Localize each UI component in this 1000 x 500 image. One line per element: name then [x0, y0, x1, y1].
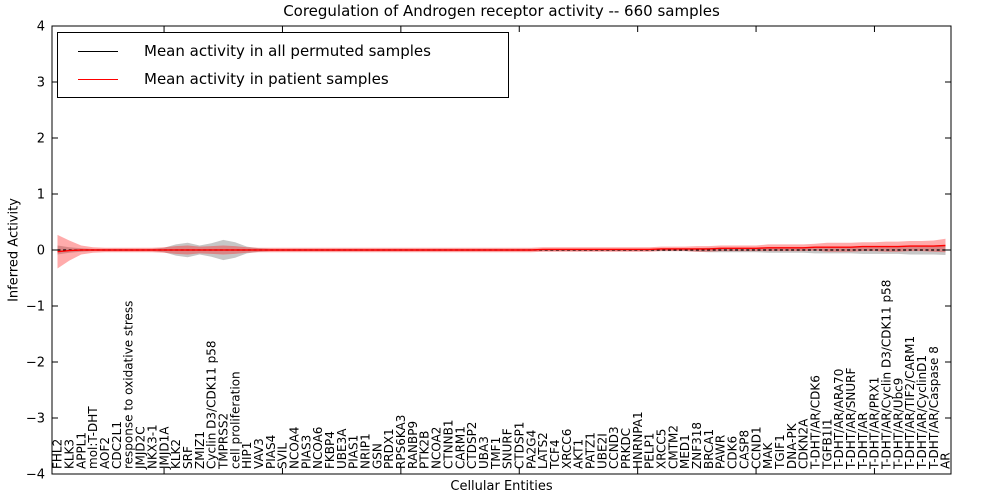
x-category-label: TGFB1I1: [820, 418, 834, 470]
x-category-label: PA2G4: [524, 430, 538, 469]
x-category-label: TGIF1: [773, 434, 787, 470]
y-tick-label: 3: [37, 76, 45, 91]
x-category-label: CARM1: [453, 426, 467, 469]
x-category-label: MED1: [678, 434, 692, 469]
y-tick-label: −1: [26, 300, 45, 315]
y-tick-label: −3: [26, 412, 45, 427]
x-category-label: LATS2: [536, 432, 550, 469]
x-category-label: T-DHT/AR/PRX1: [868, 377, 882, 470]
x-category-label: KLK3: [63, 439, 77, 469]
x-category-label: CTDSP2: [465, 422, 479, 469]
x-category-label: T-DHT/AR/Ubc9: [891, 378, 905, 470]
x-category-label: TMPRSS2: [217, 413, 231, 470]
legend-label-patient: Mean activity in patient samples: [144, 69, 389, 88]
legend-line-black-icon: [78, 50, 118, 52]
x-category-label: VAV3: [252, 438, 266, 469]
y-tick-label: 4: [37, 20, 45, 35]
x-category-label: MAK: [761, 441, 775, 469]
x-category-label: CCND3: [607, 426, 621, 469]
x-category-label: PRDX1: [382, 428, 396, 469]
x-category-label: PTK2B: [418, 431, 432, 469]
x-category-label: PAWR: [714, 435, 728, 469]
x-category-label: DNA-PK: [785, 422, 799, 469]
x-category-label: NCOA2: [430, 427, 444, 469]
x-category-label: RANBP9: [406, 421, 420, 469]
y-tick-label: 1: [37, 188, 45, 203]
x-category-label: BRCA1: [702, 429, 716, 469]
x-category-label: mol:T-DHT: [86, 406, 100, 469]
x-category-label: XRCC6: [560, 429, 574, 469]
legend-item-patient: Mean activity in patient samples: [58, 69, 508, 88]
x-category-label: NCOA6: [311, 427, 325, 469]
x-category-label: APPL1: [74, 432, 88, 469]
x-category-label: CDC2L1: [110, 421, 124, 469]
x-category-label: PELP1: [643, 433, 657, 469]
x-category-label: Cyclin D3/CDK11 p58: [205, 340, 219, 469]
y-axis-label: Inferred Activity: [6, 198, 22, 302]
x-category-label: CDK6: [726, 436, 740, 469]
x-category-label: T-DHT/AR/Cyclin D3/CDK11 p58: [880, 280, 894, 470]
x-category-label: NKX3-1: [145, 424, 159, 469]
x-category-label: UBE3A: [335, 428, 349, 469]
x-category-label: response to oxidative stress: [122, 301, 136, 469]
x-category-label: PRKDC: [619, 428, 633, 469]
x-category-label: NCOA4: [288, 427, 302, 469]
x-category-label: CDKN2A: [797, 418, 811, 469]
patient-line: [57, 244, 946, 253]
x-category-label: SRF: [181, 446, 195, 469]
x-category-label: UBE2I: [595, 433, 609, 469]
x-category-label: T-DHT/AR/TIF2/CARM1: [903, 336, 917, 470]
y-tick-label: 2: [37, 132, 45, 147]
x-category-label: TMF1: [489, 437, 503, 470]
x-category-label: PIAS3: [299, 435, 313, 469]
x-category-label: ZNF318: [690, 422, 704, 469]
x-category-label: UBA3: [477, 436, 491, 469]
x-category-label: T-DHT/AR/CyclinD1: [915, 355, 929, 470]
x-category-label: PIAS1: [347, 435, 361, 469]
x-category-label: XRCC5: [655, 429, 669, 469]
x-category-label: GSN: [370, 443, 384, 469]
x-category-label: cell proliferation: [228, 371, 242, 469]
x-category-label: JMJD1A: [157, 426, 171, 470]
x-category-label: T-DHT/AR: [856, 412, 870, 470]
x-category-label: HNRNPA1: [631, 411, 645, 469]
x-category-label: AOF2: [98, 437, 112, 469]
x-category-label: CMTM2: [666, 425, 680, 469]
patient-band: [57, 234, 946, 269]
x-category-label: NRIP1: [359, 433, 373, 469]
x-category-label: ZMIZ1: [193, 431, 207, 469]
chart-title: Coregulation of Androgen receptor activi…: [283, 2, 720, 20]
x-category-label: TCF4: [548, 439, 562, 470]
x-category-label: KLK2: [169, 439, 183, 469]
x-category-label: AKT1: [572, 439, 586, 469]
x-axis-label: Cellular Entities: [450, 479, 553, 494]
x-category-label: RPS6KA3: [394, 415, 408, 469]
x-category-label: PATZ1: [584, 432, 598, 469]
x-category-label: HIP1: [240, 442, 254, 469]
x-category-label: FHL2: [51, 439, 65, 469]
y-tick-label: −4: [26, 468, 45, 483]
x-category-label: FKBP4: [323, 431, 337, 469]
x-category-label: PIAS4: [264, 435, 278, 469]
x-category-label: SVIL: [276, 443, 290, 469]
legend-line-red-icon: [78, 78, 118, 80]
y-tick-label: −2: [26, 356, 45, 371]
x-category-label: JMJD2C: [134, 426, 148, 470]
x-category-label: AR: [939, 452, 953, 469]
x-category-label: SNURF: [501, 428, 515, 469]
legend-item-permuted: Mean activity in all permuted samples: [58, 41, 508, 60]
x-category-label: CTDSP1: [513, 422, 527, 469]
x-category-label: CTNNB1: [441, 419, 455, 469]
x-category-label: CCND1: [749, 426, 763, 469]
legend-label-permuted: Mean activity in all permuted samples: [144, 41, 431, 60]
x-category-label: T-DHT/AR/Caspase 8: [927, 346, 941, 470]
x-category-label: T-DHT/AR/CDK6: [809, 375, 823, 470]
x-category-label: T-DHT/AR/SNURF: [844, 368, 858, 471]
x-category-label: CASP8: [737, 430, 751, 469]
legend: Mean activity in all permuted samples Me…: [57, 32, 509, 98]
x-category-label: T-DHT/AR/ARA70: [832, 369, 846, 470]
y-tick-label: 0: [37, 244, 45, 259]
